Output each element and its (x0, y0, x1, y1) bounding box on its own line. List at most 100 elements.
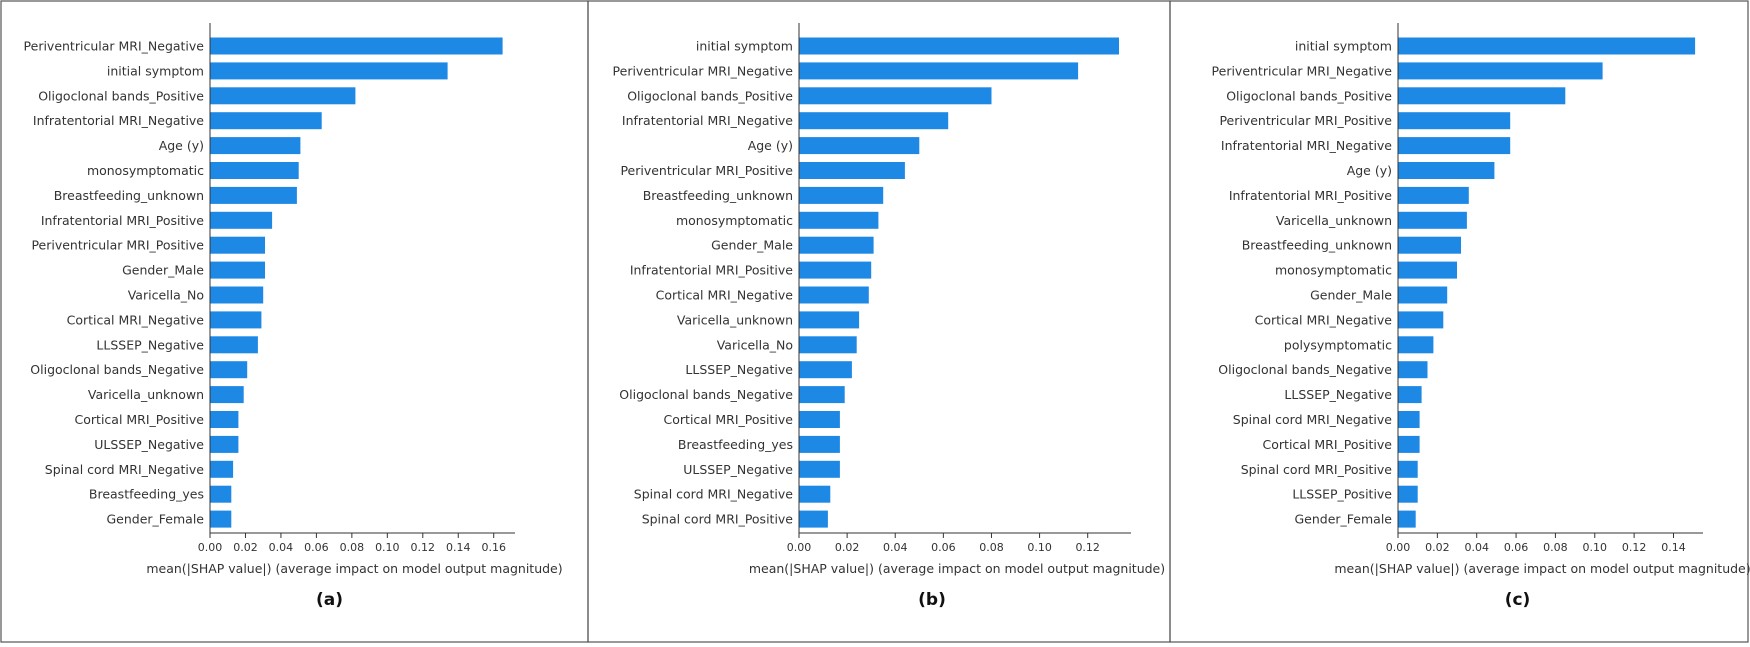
category-label-b-3: Infratentorial MRI_Negative (622, 113, 793, 128)
category-label-a-0: Periventricular MRI_Negative (24, 39, 205, 54)
x-tick-label-a-3: 0.06 (304, 541, 329, 554)
category-label-a-13: Oligoclonal bands_Negative (30, 362, 204, 377)
x-tick-label-a-2: 0.04 (269, 541, 294, 554)
bar-b-6 (799, 186, 884, 204)
x-tick-label-a-0: 0.00 (198, 541, 223, 554)
category-label-b-15: Cortical MRI_Positive (664, 412, 794, 427)
bar-a-19 (210, 510, 232, 528)
bar-a-2 (210, 87, 356, 105)
bar-b-3 (799, 112, 949, 130)
bar-c-2 (1398, 87, 1566, 105)
x-tick-label-c-4: 0.08 (1543, 541, 1568, 554)
x-tick-label-b-4: 0.08 (979, 541, 1004, 554)
bar-c-9 (1398, 261, 1457, 279)
bar-b-10 (799, 286, 869, 304)
category-label-c-9: monosymptomatic (1275, 263, 1392, 278)
category-label-a-1: initial symptom (107, 63, 204, 78)
bar-c-10 (1398, 286, 1448, 304)
bar-c-7 (1398, 211, 1467, 229)
category-label-c-14: LLSSEP_Negative (1284, 387, 1392, 402)
bar-b-0 (799, 37, 1119, 55)
bar-b-11 (799, 311, 860, 329)
category-label-a-14: Varicella_unknown (88, 387, 204, 402)
category-label-b-17: ULSSEP_Negative (683, 462, 793, 477)
category-label-c-10: Gender_Male (1310, 288, 1392, 303)
bar-a-7 (210, 211, 273, 229)
panel-label-b: (b) (918, 590, 946, 610)
x-tick-label-b-0: 0.00 (787, 541, 812, 554)
category-label-a-16: ULSSEP_Negative (94, 437, 204, 452)
x-axis-label-b: mean(|SHAP value|) (average impact on mo… (749, 561, 1165, 576)
bar-c-13 (1398, 361, 1428, 379)
category-label-b-7: monosymptomatic (676, 213, 793, 228)
bar-b-8 (799, 236, 874, 254)
bar-a-0 (210, 37, 503, 55)
category-label-c-19: Gender_Female (1294, 512, 1392, 527)
category-label-a-17: Spinal cord MRI_Negative (45, 462, 205, 477)
category-label-b-19: Spinal cord MRI_Positive (642, 512, 794, 527)
x-tick-label-b-5: 0.10 (1027, 541, 1052, 554)
category-label-a-4: Age (y) (159, 138, 204, 153)
category-label-c-12: polysymptomatic (1284, 337, 1392, 352)
bar-a-13 (210, 361, 248, 379)
bar-c-5 (1398, 162, 1495, 179)
panel-label-a: (a) (316, 590, 343, 610)
bar-b-12 (799, 336, 857, 354)
category-label-b-8: Gender_Male (711, 238, 793, 253)
bar-a-16 (210, 435, 239, 453)
category-label-b-13: LLSSEP_Negative (685, 362, 793, 377)
category-label-b-14: Oligoclonal bands_Negative (619, 387, 793, 402)
bar-b-14 (799, 386, 845, 404)
category-label-b-9: Infratentorial MRI_Positive (630, 263, 793, 278)
bar-c-19 (1398, 510, 1416, 528)
bar-b-2 (799, 87, 992, 105)
x-tick-label-b-1: 0.02 (835, 541, 860, 554)
category-label-c-8: Breastfeeding_unknown (1242, 238, 1392, 253)
x-tick-label-a-1: 0.02 (233, 541, 258, 554)
x-tick-label-a-4: 0.08 (340, 541, 365, 554)
bar-b-4 (799, 137, 920, 155)
category-label-b-5: Periventricular MRI_Positive (620, 163, 793, 178)
category-label-c-11: Cortical MRI_Negative (1255, 312, 1393, 327)
bar-b-7 (799, 211, 879, 229)
bar-a-3 (210, 112, 322, 130)
panel-b: initial symptom Periventricular MRI_Negat… (613, 23, 1165, 610)
x-tick-label-b-3: 0.06 (931, 541, 956, 554)
x-tick-label-b-6: 0.12 (1075, 541, 1100, 554)
bar-b-17 (799, 460, 840, 478)
bar-b-1 (799, 62, 1079, 80)
bar-a-8 (210, 236, 265, 254)
bar-a-9 (210, 261, 265, 279)
category-label-a-7: Infratentorial MRI_Positive (41, 213, 204, 228)
bar-c-12 (1398, 336, 1434, 354)
x-axis-label-c: mean(|SHAP value|) (average impact on mo… (1334, 561, 1750, 576)
x-tick-label-a-8: 0.16 (481, 541, 506, 554)
category-label-b-6: Breastfeeding_unknown (643, 188, 793, 203)
category-label-c-18: LLSSEP_Positive (1292, 487, 1392, 502)
category-label-b-18: Spinal cord MRI_Negative (634, 487, 794, 502)
category-label-a-12: LLSSEP_Negative (96, 337, 204, 352)
category-label-b-0: initial symptom (696, 39, 793, 54)
category-label-a-5: monosymptomatic (87, 163, 204, 178)
category-label-a-8: Periventricular MRI_Positive (31, 238, 204, 253)
category-label-c-13: Oligoclonal bands_Negative (1218, 362, 1392, 377)
bar-b-5 (799, 162, 905, 179)
bar-a-18 (210, 485, 232, 503)
category-label-a-9: Gender_Male (122, 263, 204, 278)
x-tick-label-c-7: 0.14 (1661, 541, 1686, 554)
bar-a-17 (210, 460, 234, 478)
bar-a-1 (210, 62, 448, 80)
bar-c-0 (1398, 37, 1696, 55)
category-label-b-12: Varicella_No (717, 337, 793, 352)
panel-label-c: (c) (1505, 590, 1531, 610)
x-tick-label-c-0: 0.00 (1386, 541, 1411, 554)
category-label-c-4: Infratentorial MRI_Negative (1221, 138, 1392, 153)
x-tick-label-c-5: 0.10 (1583, 541, 1608, 554)
bar-a-14 (210, 386, 244, 404)
bar-c-1 (1398, 62, 1603, 80)
bar-b-13 (799, 361, 852, 379)
category-label-a-10: Varicella_No (128, 288, 204, 303)
bar-b-9 (799, 261, 872, 279)
